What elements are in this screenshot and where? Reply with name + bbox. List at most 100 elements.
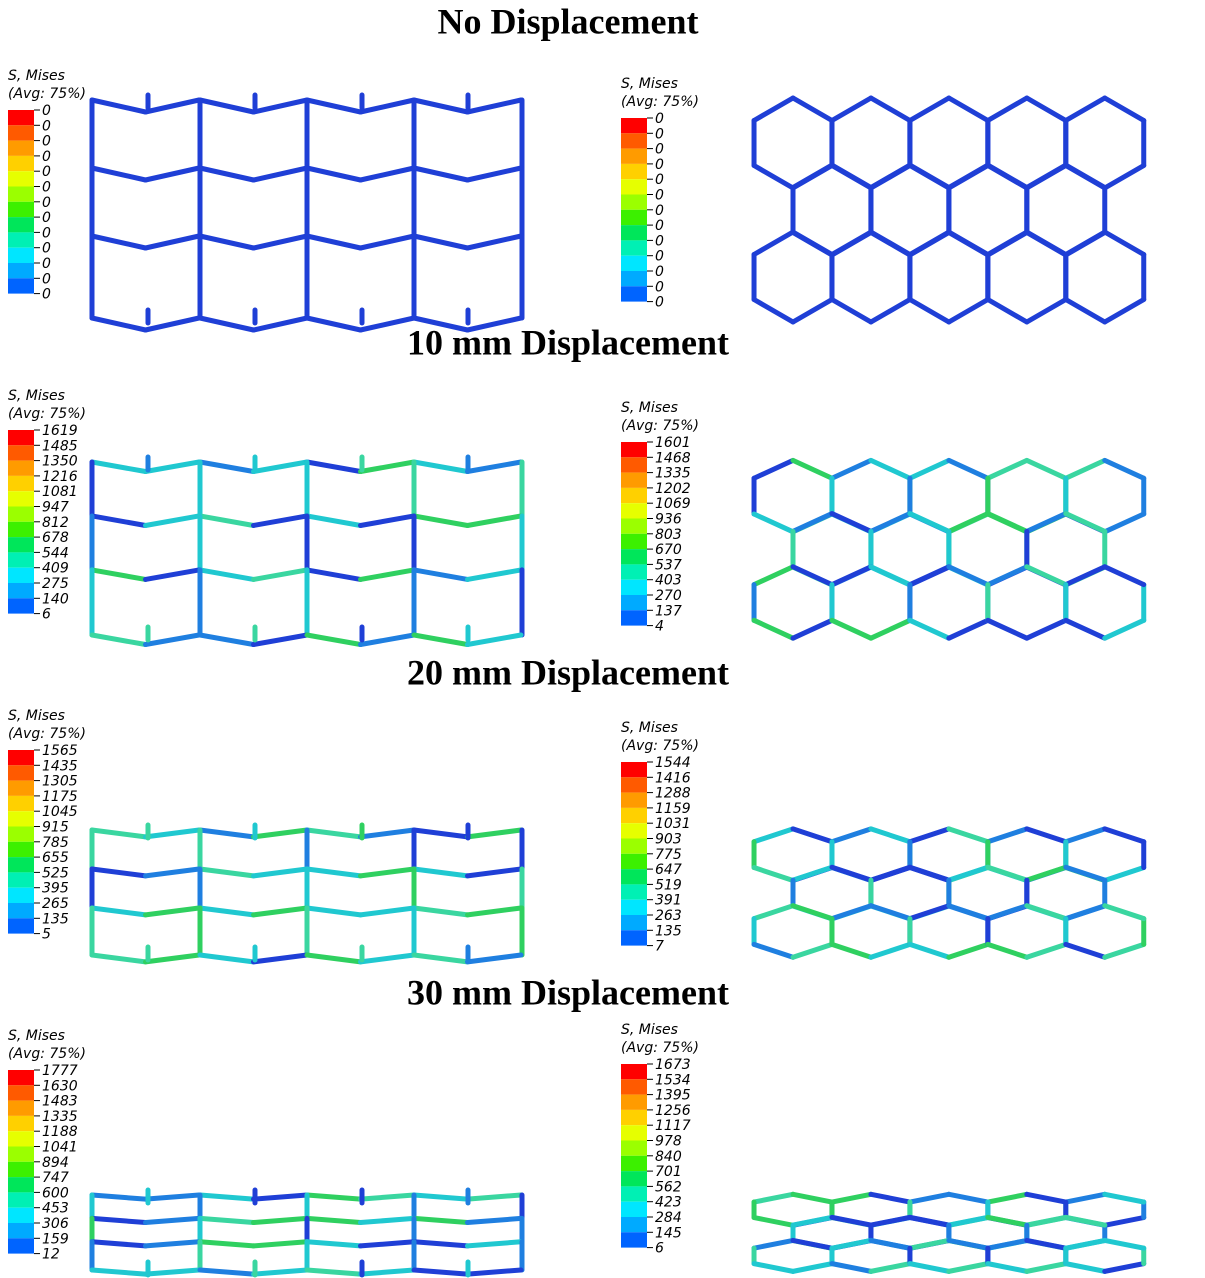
lattice-strut bbox=[200, 1270, 254, 1274]
legend-value: 0 bbox=[655, 279, 664, 295]
colorbar-band bbox=[621, 271, 647, 286]
lattice-strut bbox=[254, 955, 308, 962]
legend-subtitle: (Avg: 75%) bbox=[8, 86, 86, 102]
legend-value: 7 bbox=[655, 939, 664, 955]
lattice-strut bbox=[414, 1270, 468, 1274]
lattice-strut bbox=[1105, 514, 1144, 532]
colorbar-band bbox=[8, 1116, 34, 1131]
lattice-strut bbox=[949, 232, 988, 255]
lattice-strut bbox=[307, 318, 361, 330]
lattice-strut bbox=[254, 1218, 308, 1222]
lattice-strut bbox=[793, 1194, 832, 1202]
colorbar-band bbox=[8, 750, 34, 765]
colorbar-band bbox=[621, 179, 647, 194]
legend-value: 145 bbox=[655, 1225, 682, 1241]
lattice-strut bbox=[146, 869, 200, 876]
colorbar-band bbox=[621, 930, 647, 945]
lattice-strut bbox=[307, 635, 361, 645]
colorbar-band bbox=[621, 210, 647, 225]
lattice-strut bbox=[1027, 514, 1066, 532]
colorbar-band bbox=[621, 564, 647, 579]
lattice-strut bbox=[307, 516, 361, 526]
lattice-strut bbox=[254, 1242, 308, 1246]
lattice-strut bbox=[146, 462, 200, 472]
lattice-strut bbox=[910, 944, 949, 957]
lattice-strut bbox=[871, 165, 910, 188]
lattice-strut bbox=[468, 1195, 522, 1199]
legend-title: S, Mises bbox=[621, 76, 678, 92]
lattice-strut bbox=[146, 955, 200, 962]
colorbar-band bbox=[621, 595, 647, 610]
lattice-strut bbox=[361, 1242, 415, 1246]
lattice-strut bbox=[468, 236, 522, 248]
lattice-strut bbox=[1027, 867, 1066, 880]
legend-value: 284 bbox=[655, 1210, 682, 1226]
lattice-strut bbox=[871, 829, 910, 842]
legend-value: 135 bbox=[42, 911, 69, 927]
lattice-strut bbox=[793, 98, 832, 121]
legend-value: 1256 bbox=[655, 1103, 691, 1119]
legend-value: 670 bbox=[655, 542, 682, 558]
lattice-strut bbox=[468, 869, 522, 876]
colorbar-band bbox=[8, 476, 34, 491]
legend-value: 600 bbox=[42, 1185, 69, 1201]
lattice-strut bbox=[793, 867, 832, 880]
colorbar-band bbox=[621, 133, 647, 148]
lattice-strut bbox=[988, 1194, 1027, 1202]
lattice-strut bbox=[146, 635, 200, 645]
legend-value: 0 bbox=[655, 142, 664, 158]
lattice-strut bbox=[793, 1264, 832, 1272]
colorbar-band bbox=[621, 473, 647, 488]
colorbar-band bbox=[621, 1095, 647, 1110]
lattice-strut bbox=[414, 1242, 468, 1246]
colorbar-band bbox=[621, 1141, 647, 1156]
lattice-strut bbox=[832, 1264, 871, 1272]
legend-subtitle: (Avg: 75%) bbox=[621, 94, 699, 110]
colorbar-band bbox=[8, 598, 34, 613]
lattice-strut bbox=[949, 620, 988, 638]
legend-value: 0 bbox=[42, 210, 51, 226]
legend-value: 903 bbox=[655, 832, 682, 848]
lattice-strut bbox=[361, 635, 415, 645]
lattice-strut bbox=[254, 236, 308, 248]
legend-value: 1485 bbox=[42, 438, 78, 454]
colorbar-band bbox=[8, 842, 34, 857]
colorbar-band bbox=[621, 762, 647, 777]
legend-value: 1175 bbox=[42, 789, 78, 805]
legend-value: 1335 bbox=[655, 466, 691, 482]
colorbar-band bbox=[8, 522, 34, 537]
colorbar-band bbox=[621, 1079, 647, 1094]
legend-subtitle: (Avg: 75%) bbox=[621, 738, 699, 754]
lattice-strut bbox=[92, 168, 146, 180]
colorbar-band bbox=[621, 1202, 647, 1217]
colorbar-band bbox=[8, 217, 34, 232]
lattice-strut bbox=[414, 869, 468, 876]
lattice-strut bbox=[200, 830, 254, 837]
lattice-strut bbox=[1066, 1194, 1105, 1202]
lattice-strut bbox=[468, 100, 522, 112]
colorbar-band bbox=[8, 125, 34, 140]
lattice-strut bbox=[146, 236, 200, 248]
legend-value: 1565 bbox=[42, 743, 78, 759]
lattice-strut bbox=[361, 1270, 415, 1274]
lattice-strut bbox=[254, 318, 308, 330]
lattice-strut bbox=[1066, 1264, 1105, 1272]
lattice-strut bbox=[754, 1218, 793, 1226]
lattice-strut bbox=[949, 906, 988, 919]
lattice-strut bbox=[988, 98, 1027, 121]
lattice-strut bbox=[468, 570, 522, 580]
lattice-strut bbox=[1027, 906, 1066, 919]
lattice-strut bbox=[910, 460, 949, 478]
lattice-strut bbox=[414, 100, 468, 112]
lattice-strut bbox=[414, 462, 468, 472]
colorbar-band bbox=[8, 918, 34, 933]
lattice-strut bbox=[307, 1195, 361, 1199]
lattice-strut bbox=[468, 1242, 522, 1246]
colorbar-band bbox=[8, 171, 34, 186]
legend-value: 785 bbox=[42, 835, 69, 851]
lattice-strut bbox=[988, 460, 1027, 478]
lattice-strut bbox=[910, 620, 949, 638]
lattice-strut bbox=[1066, 165, 1105, 188]
colorbar-band bbox=[8, 141, 34, 156]
colorbar-band bbox=[621, 488, 647, 503]
